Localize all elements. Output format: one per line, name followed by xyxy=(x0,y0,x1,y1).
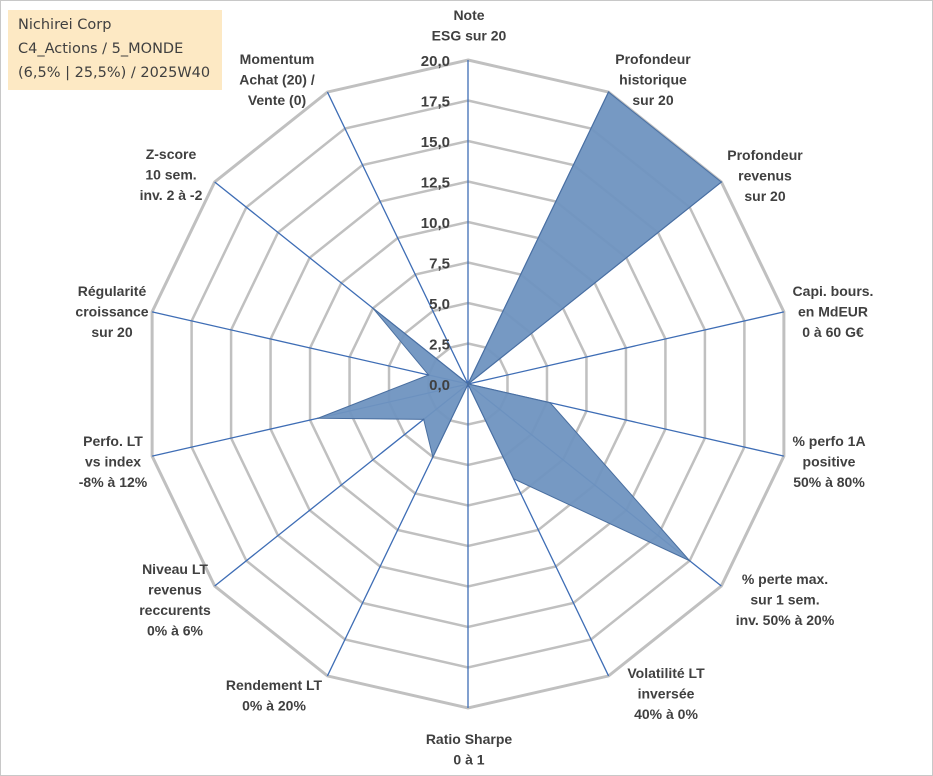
series-point-5 xyxy=(688,559,691,562)
axis-label-13-line-2: Vente (0) xyxy=(248,92,306,108)
series-point-9 xyxy=(422,418,425,421)
axis-label-11: Régularité croissance sur 20 xyxy=(75,283,148,340)
axis-label-4-line-2: 50% à 80% xyxy=(793,474,865,490)
axis-label-4: % perfo 1A positive 50% à 80% xyxy=(792,433,865,490)
axis-label-3-line-0: Capi. bours. xyxy=(793,283,874,299)
axis-label-5-line-2: inv. 50% à 20% xyxy=(736,612,835,628)
axis-label-2: Profondeur revenus sur 20 xyxy=(727,147,803,204)
axis-label-9-line-3: 0% à 6% xyxy=(147,623,204,639)
axis-label-0-line-1: ESG sur 20 xyxy=(432,28,507,44)
series-point-11 xyxy=(427,374,430,376)
axis-label-2-line-2: sur 20 xyxy=(744,188,785,204)
axis-label-3: Capi. bours. en MdEUR 0 à 60 G€ xyxy=(793,283,874,340)
series-point-1 xyxy=(607,91,610,93)
axis-label-1-line-1: historique xyxy=(619,72,687,88)
axis-label-10-line-1: vs index xyxy=(85,454,141,470)
tick-label-0: 0,0 xyxy=(429,377,450,394)
info-portfolio: C4_Actions / 5_MONDE xyxy=(18,41,184,57)
axis-label-10-line-2: -8% à 12% xyxy=(79,474,148,490)
axis-label-0-line-0: Note xyxy=(453,7,484,23)
series-point-8 xyxy=(432,456,434,458)
axis-label-12-line-2: inv. 2 à -2 xyxy=(140,187,203,203)
axis-label-2-line-1: revenus xyxy=(738,168,792,184)
axis-label-7-line-0: Ratio Sharpe xyxy=(426,731,513,747)
axis-label-11-line-1: croissance xyxy=(75,304,148,320)
info-box: Nichirei Corp C4_Actions / 5_MONDE (6,5%… xyxy=(8,10,222,90)
axis-label-9-line-2: reccurents xyxy=(139,602,211,618)
series-area xyxy=(317,91,723,562)
series-point-12 xyxy=(372,307,374,310)
axis-label-11-line-2: sur 20 xyxy=(91,324,132,340)
info-parameters: (6,5% | 25,5%) / 2025W40 xyxy=(18,65,211,81)
axis-label-13-line-0: Momentum xyxy=(240,51,315,67)
axis-label-7: Ratio Sharpe 0 à 1 xyxy=(426,731,513,768)
tick-label-1: 2,5 xyxy=(429,337,450,354)
axis-label-1-line-2: sur 20 xyxy=(632,92,673,108)
axis-label-12: Z-score 10 sem. inv. 2 à -2 xyxy=(140,146,203,203)
tick-label-5: 12,5 xyxy=(421,175,450,192)
axis-label-3-line-2: 0 à 60 G€ xyxy=(802,324,864,340)
axis-label-9: Niveau LT revenus reccurents 0% à 6% xyxy=(139,561,211,639)
radar-tick-labels: 0,0 2,5 5,0 7,5 10,0 12,5 15,0 17,5 20,0 xyxy=(421,53,450,394)
axis-label-10-line-0: Perfo. LT xyxy=(83,433,143,449)
axis-label-12-line-1: 10 sem. xyxy=(145,167,196,183)
tick-label-8: 20,0 xyxy=(421,53,450,70)
axis-spoke-3 xyxy=(467,311,785,385)
tick-label-4: 10,0 xyxy=(421,215,450,232)
axis-label-6-line-2: 40% à 0% xyxy=(634,706,698,722)
axis-label-5-line-0: % perte max. xyxy=(742,571,828,587)
series-point-2 xyxy=(720,181,723,183)
radar-axis-labels: Note ESG sur 20 Profondeur historique sur 20… xyxy=(75,7,873,768)
axis-label-1-line-0: Profondeur xyxy=(615,51,691,67)
series-point-6 xyxy=(512,478,515,480)
tick-label-3: 7,5 xyxy=(429,256,450,273)
axis-label-6: Volatilité LT inversée 40% à 0% xyxy=(627,665,705,722)
axis-label-4-line-1: positive xyxy=(803,454,856,470)
tick-label-6: 15,0 xyxy=(421,134,450,151)
info-company-name: Nichirei Corp xyxy=(18,17,112,33)
axis-label-12-line-0: Z-score xyxy=(146,146,197,162)
axis-spoke-13 xyxy=(326,91,469,385)
tick-label-7: 17,5 xyxy=(421,94,450,111)
axis-label-13-line-1: Achat (20) / xyxy=(239,72,315,88)
axis-label-8-line-0: Rendement LT xyxy=(226,677,323,693)
axis-label-10: Perfo. LT vs index -8% à 12% xyxy=(79,433,148,490)
axis-label-8-line-1: 0% à 20% xyxy=(242,698,306,714)
axis-label-8: Rendement LT 0% à 20% xyxy=(226,677,323,714)
axis-label-9-line-0: Niveau LT xyxy=(142,561,208,577)
axis-label-4-line-0: % perfo 1A xyxy=(792,433,865,449)
axis-label-3-line-1: en MdEUR xyxy=(798,304,868,320)
axis-label-2-line-0: Profondeur xyxy=(727,147,803,163)
series-point-13 xyxy=(467,383,469,385)
axis-label-9-line-1: revenus xyxy=(148,582,202,598)
radar-series xyxy=(317,91,723,562)
tick-label-2: 5,0 xyxy=(429,296,450,313)
axis-label-0: Note ESG sur 20 xyxy=(432,7,507,44)
axis-label-6-line-1: inversée xyxy=(638,686,695,702)
axis-label-5-line-1: sur 1 sem. xyxy=(750,592,819,608)
axis-label-5: % perte max. sur 1 sem. inv. 50% à 20% xyxy=(736,571,835,628)
axis-label-11-line-0: Régularité xyxy=(78,283,147,299)
axis-label-7-line-1: 0 à 1 xyxy=(453,752,484,768)
series-point-10 xyxy=(317,417,319,420)
axis-spoke-11 xyxy=(151,311,469,385)
series-point-4 xyxy=(549,401,551,404)
axis-label-6-line-0: Volatilité LT xyxy=(627,665,705,681)
axis-label-1: Profondeur historique sur 20 xyxy=(615,51,691,108)
axis-label-13: Momentum Achat (20) / Vente (0) xyxy=(239,51,315,108)
